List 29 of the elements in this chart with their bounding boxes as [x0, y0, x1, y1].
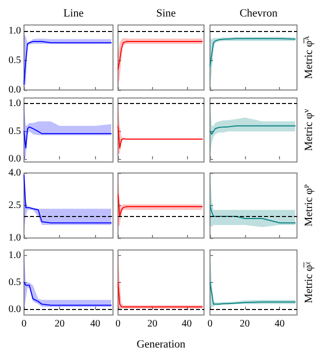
y-tick-label: 0.0	[8, 84, 21, 96]
y-axis-title: Metric φᴾ	[303, 184, 315, 227]
y-tick-label: 0.5	[8, 277, 21, 288]
y-tick-label: 4.0	[8, 168, 21, 178]
chart-title: Sine	[156, 8, 176, 20]
x-tick-label: 20	[147, 318, 158, 330]
y-tick-label: 0.5	[8, 126, 21, 137]
x-tick-label: 0	[208, 318, 212, 330]
y-axis-title: Metric φ̅ᴬ	[303, 36, 315, 80]
y-tick-label: 1.0	[8, 232, 21, 244]
chart-title: Chevron	[240, 8, 278, 20]
x-axis-title: Generation	[136, 338, 186, 350]
y-tick-label: 0.0	[8, 304, 21, 316]
y-tick-label: 1.0	[8, 250, 21, 261]
y-tick-label: 1.0	[8, 98, 21, 110]
x-tick-label: 0	[22, 318, 26, 330]
y-tick-label: 1.0	[8, 25, 21, 36]
x-tick-label: 40	[274, 318, 285, 330]
y-tick-label: 0.5	[8, 54, 21, 66]
chart-title: Line	[63, 8, 84, 20]
x-tick-label: 0	[116, 318, 120, 330]
x-tick-label: 20	[240, 318, 250, 330]
y-axis-title: Metric φ̅ᵡ	[303, 262, 315, 304]
x-tick-label: 20	[54, 318, 65, 330]
y-axis-title: Metric φν	[302, 108, 315, 152]
x-tick-label: 40	[90, 318, 100, 330]
y-tick-label: 2.5	[8, 200, 21, 211]
y-tick-label: 0.0	[8, 154, 21, 165]
x-tick-label: 40	[182, 318, 192, 330]
